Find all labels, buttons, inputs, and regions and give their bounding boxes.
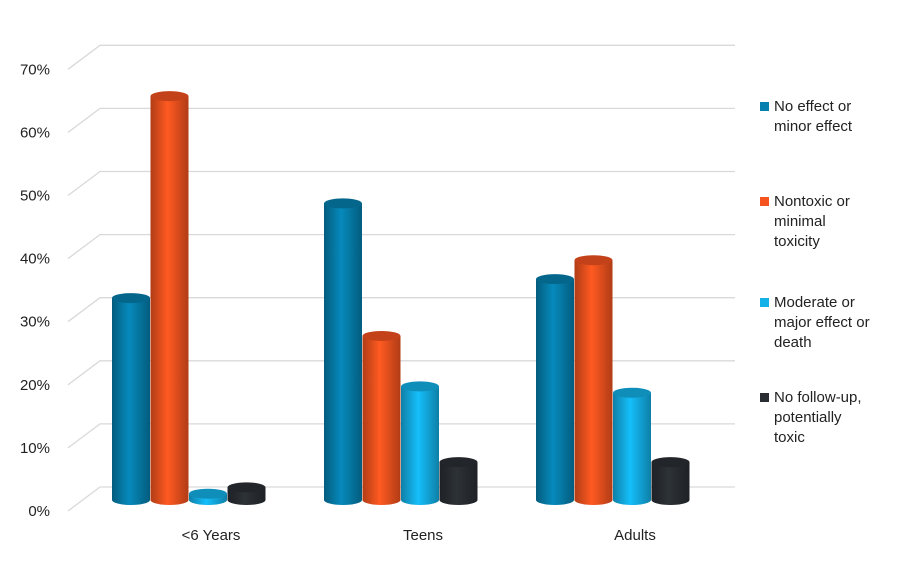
bar [362, 330, 401, 505]
x-tick-label: <6 Years [182, 527, 241, 544]
y-tick-label: 60% [20, 124, 50, 141]
y-tick-label: 40% [20, 251, 50, 268]
bar [574, 255, 613, 505]
legend-swatch [760, 393, 769, 402]
bar [150, 91, 189, 505]
bars [112, 91, 690, 505]
legend-swatch [760, 102, 769, 111]
legend-item-moderate: Moderate or major effect or death [760, 293, 899, 353]
legend-swatch [760, 298, 769, 307]
legend-item-no-follow-up: No follow-up, potentially toxic [760, 388, 899, 448]
y-tick-label: 10% [20, 440, 50, 457]
bar [401, 381, 439, 505]
x-tick-label: Adults [614, 527, 656, 544]
bar [189, 488, 227, 505]
bar [439, 457, 478, 505]
y-tick-label: 50% [20, 188, 50, 205]
y-axis: 0% 10% 20% 30% 40% 50% 60% 70% [20, 61, 50, 520]
legend-swatch [760, 197, 769, 206]
bar [227, 482, 266, 505]
y-tick-label: 70% [20, 61, 50, 78]
legend-label: No follow-up, potentially toxic [774, 389, 862, 446]
x-tick-label: Teens [403, 527, 443, 544]
bar [651, 457, 690, 505]
bar [613, 387, 651, 505]
legend-label: Moderate or major effect or death [774, 294, 870, 351]
y-tick-label: 0% [28, 503, 50, 520]
legend-item-nontoxic: Nontoxic or minimal toxicity [760, 192, 899, 252]
y-tick-label: 30% [20, 314, 50, 331]
legend-item-no-effect: No effect or minor effect [760, 97, 899, 137]
legend-label: Nontoxic or minimal toxicity [774, 193, 850, 250]
bar [324, 198, 362, 505]
legend-label: No effect or minor effect [774, 98, 853, 135]
y-tick-label: 20% [20, 377, 50, 394]
bar [536, 274, 574, 505]
x-axis: <6 Years Teens Adults [182, 527, 656, 544]
gridlines [67, 44, 735, 512]
bar [112, 293, 150, 505]
